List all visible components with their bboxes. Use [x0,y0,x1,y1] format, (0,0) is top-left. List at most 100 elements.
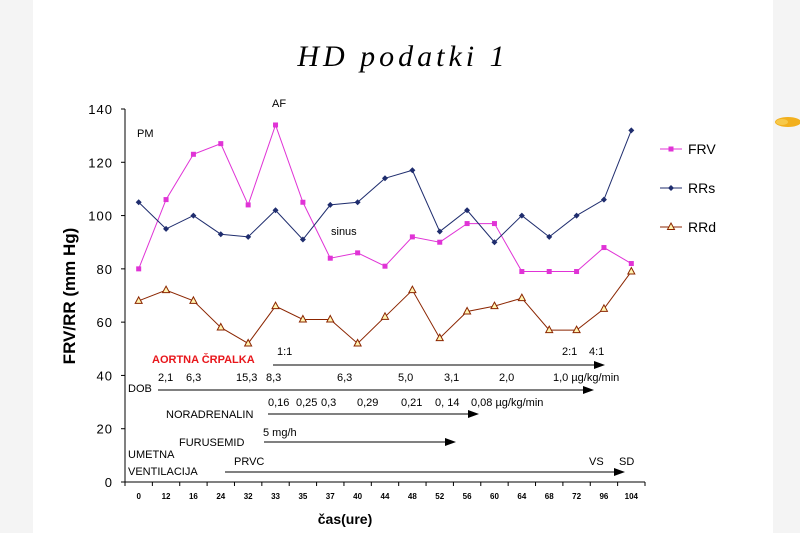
annotation-pm: PM [137,128,154,140]
data-point-rrs [600,196,607,203]
data-point-frv [546,269,552,275]
annotation-furusemid-value: 5 mg/h [263,427,297,439]
annotation-ventilacija-label-2: VENTILACIJA [128,466,198,478]
data-point-rrd [517,293,527,302]
data-point-frv [136,266,142,272]
y-tick-label: 0 [105,475,113,490]
x-tick-label: 32 [244,492,253,501]
chart-annotations: AF PM sinus AORTNA ČRPALKA 1:1 2:1 4:1 D… [128,98,634,478]
data-point-rrd [435,333,445,342]
data-point-rrd [161,285,171,294]
annotation-dob-value: 6,3 [186,372,201,384]
annotation-ventilacija-arrowhead [614,468,625,476]
x-tick-label: 48 [408,492,417,501]
annotation-dob-value: 2,1 [158,372,173,384]
data-point-frv [628,261,634,267]
sun-icon [775,117,800,127]
annotation-ventilacija-prvc: PRVC [234,456,264,468]
x-tick-label: 64 [517,492,526,501]
data-point-rrd [599,303,609,312]
data-point-rrs [299,236,306,243]
data-point-frv [437,239,443,245]
data-point-frv [601,245,607,251]
annotation-dob-label: DOB [128,383,152,395]
x-tick-label: 16 [189,492,198,501]
annotation-aortna-arrowhead [594,361,605,369]
data-point-frv [519,269,525,275]
data-point-rrs [217,231,224,238]
legend-marker-rrs [668,185,674,191]
data-point-rrd [325,314,335,323]
series-line-rrd [138,271,632,345]
data-point-rrd [572,325,581,334]
legend-label-frv: FRV [688,141,716,157]
annotation-dob-value: 6,3 [337,372,352,384]
data-point-frv [300,199,306,205]
annotation-aortna-ratio-1: 1:1 [277,346,292,358]
data-point-rrs [491,239,498,246]
annotation-ventilacija-label-1: UMETNA [128,449,175,461]
data-point-rrs [464,207,471,214]
annotation-dob-value: 15,3 [236,372,257,384]
annotation-dob-value: 1,0 µg/kg/min [553,372,619,384]
series-line-frv [138,123,632,273]
x-tick-label: 33 [271,492,280,501]
annotation-noradrenalin-value: 0,3 [321,397,336,409]
annotation-ventilacija-vs: VS [589,456,604,468]
x-axis-title: čas(ure) [318,511,372,527]
annotation-noradrenalin-value: 0, 14 [435,397,459,409]
legend-label-rrs: RRs [688,180,715,196]
data-point-frv [409,234,415,240]
chart-axes: 0 20 40 60 80 100 120 140 0 12 16 24 32 33 35 37 40 44 48 5… [60,102,646,527]
data-point-rrd [353,338,362,347]
x-tick-label: 60 [490,492,499,501]
annotation-dob-value: 2,0 [499,372,514,384]
annotation-dob-value: 8,3 [266,372,281,384]
data-point-rrs [272,207,279,214]
annotation-sinus: sinus [331,226,357,238]
annotation-dob-value: 3,1 [444,372,459,384]
data-point-rrd [490,301,499,310]
annotation-noradrenalin-value: 0,21 [401,397,422,409]
data-point-rrd [544,325,554,334]
x-tick-label: 37 [326,492,335,501]
annotation-noradrenalin-value: 0,25 [296,397,317,409]
x-tick-label: 72 [572,492,581,501]
chart-series-layer [134,122,636,347]
annotation-dob-value: 5,0 [398,372,413,384]
data-point-frv [273,122,279,128]
data-point-frv [190,151,196,157]
annotation-dob-arrowhead [583,386,594,394]
annotation-noradrenalin-value: 0,08 µg/kg/min [471,397,543,409]
annotation-noradrenalin-label: NORADRENALIN [166,409,253,421]
y-tick-label: 80 [97,262,113,277]
data-point-rrd [626,266,636,275]
legend-marker-rrd [666,221,676,230]
data-point-rrs [163,225,170,232]
annotation-aortna-ratio-3: 4:1 [589,346,604,358]
y-tick-label: 140 [88,102,113,117]
y-tick-label: 100 [88,209,113,224]
x-tick-label: 44 [381,492,390,501]
y-tick-label: 120 [88,155,113,170]
y-tick-label: 60 [97,315,113,330]
x-tick-label: 35 [298,492,307,501]
annotation-ventilacija-sd: SD [619,456,634,468]
data-point-rrs [628,127,635,134]
data-point-rrs [135,199,142,206]
data-point-rrd [408,285,417,294]
annotation-noradrenalin-value: 0,29 [357,397,378,409]
x-tick-label: 24 [216,492,225,501]
data-point-rrd [380,311,390,320]
annotation-noradrenalin-arrowhead [468,410,479,418]
x-tick-label: 0 [136,492,141,501]
chart-legend: FRV RRs RRd [660,141,716,235]
data-point-frv [382,263,388,269]
annotation-aortna-label: AORTNA ČRPALKA [152,353,255,366]
legend-label-rrd: RRd [688,219,716,235]
legend-marker-frv [668,146,674,152]
data-point-rrs [518,212,525,219]
data-point-frv [327,255,333,261]
data-point-rrs [546,233,553,240]
